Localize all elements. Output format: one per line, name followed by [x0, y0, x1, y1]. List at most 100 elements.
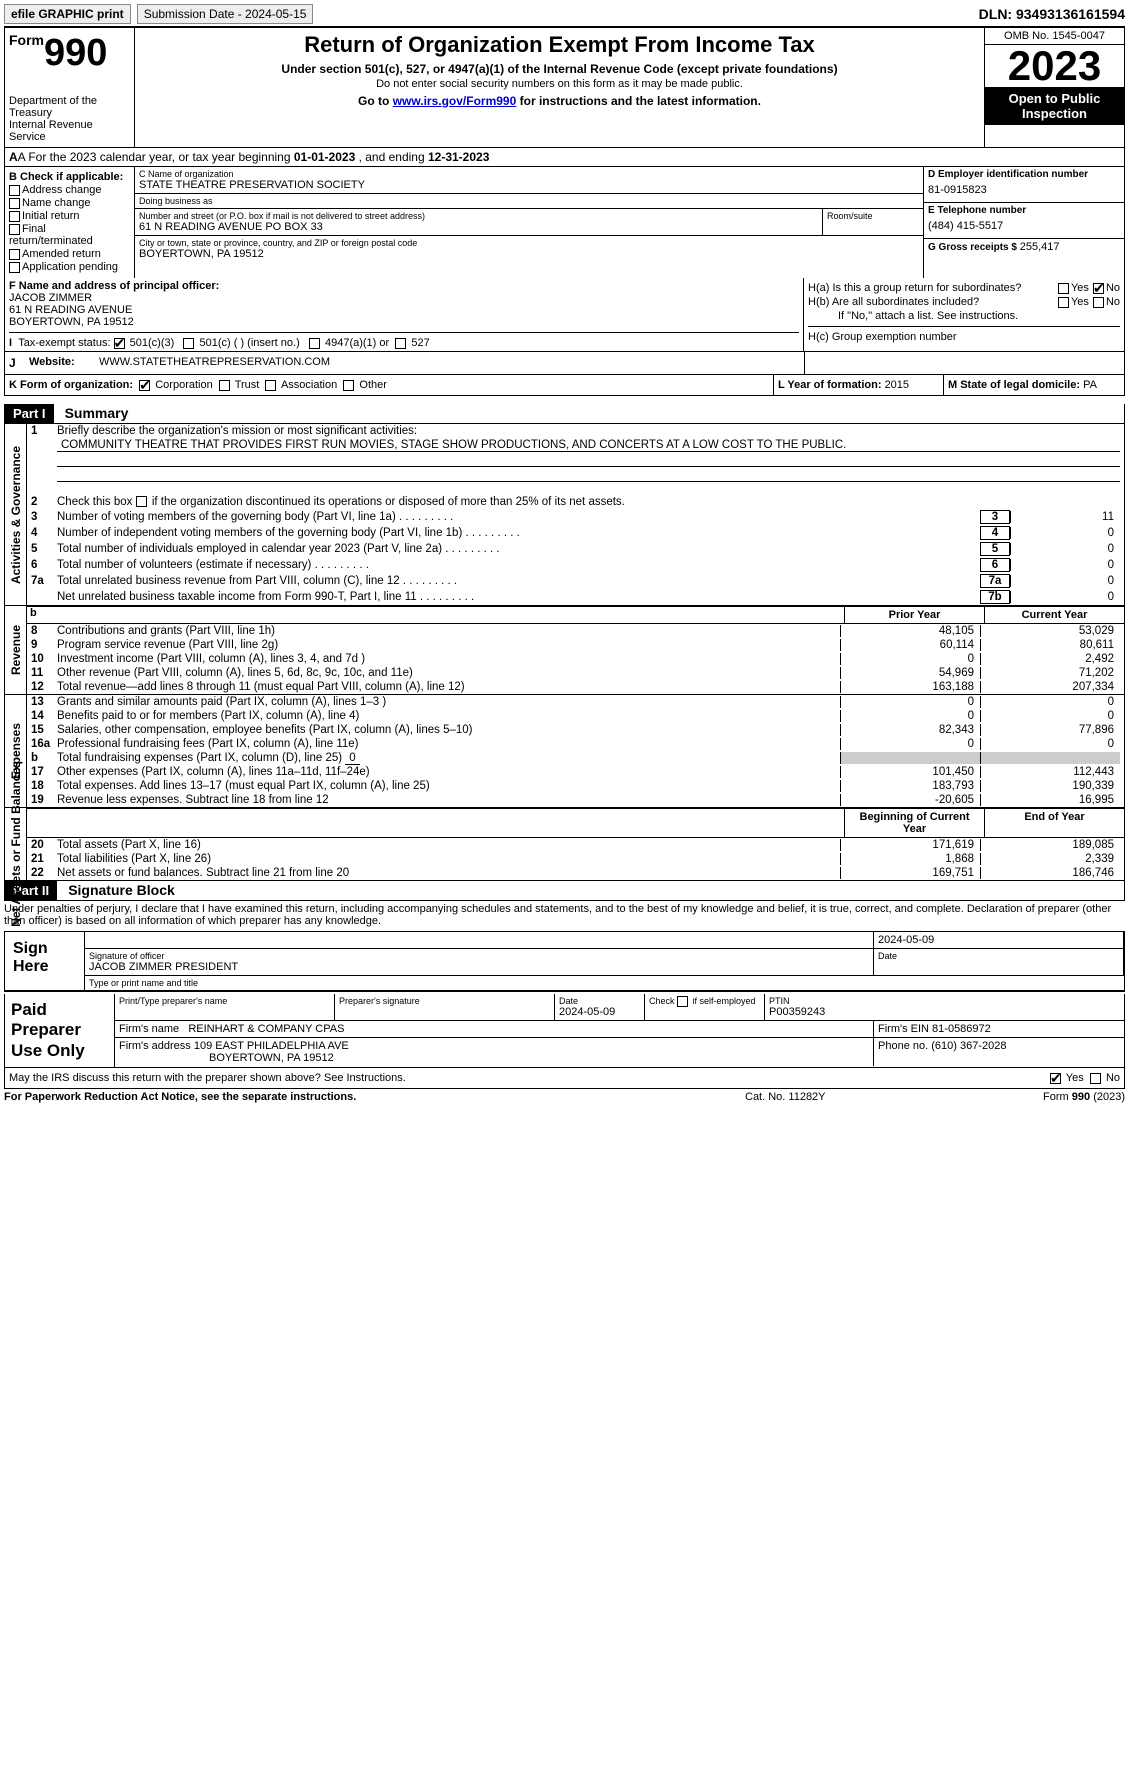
box-7b: 7b [980, 590, 1010, 604]
chk-address-change[interactable] [9, 185, 20, 196]
chk-name-change[interactable] [9, 198, 20, 209]
lbl-trust: Trust [235, 379, 260, 391]
city-state-zip: BOYERTOWN, PA 19512 [139, 248, 919, 260]
p10: 0 [840, 653, 980, 665]
p11: 54,969 [840, 667, 980, 679]
chk-501c3[interactable] [114, 338, 125, 349]
lbl-4947: 4947(a)(1) or [325, 337, 389, 349]
paid-preparer-lbl: Paid Preparer Use Only [5, 994, 115, 1067]
prep-name-lbl: Print/Type preparer's name [119, 996, 330, 1006]
cat-no: Cat. No. 11282Y [745, 1091, 945, 1103]
chk-corp[interactable] [139, 380, 150, 391]
box-4: 4 [980, 526, 1010, 540]
officer-name: JACOB ZIMMER [9, 292, 799, 304]
tax-year: 2023 [985, 45, 1124, 87]
v7b: 0 [1010, 591, 1120, 603]
street-address: 61 N READING AVENUE PO BOX 33 [139, 221, 818, 233]
l16b-pre: Total fundraising expenses (Part IX, col… [57, 752, 345, 764]
p18: 183,793 [840, 780, 980, 792]
l7b: Net unrelated business taxable income fr… [57, 591, 976, 603]
c9: 80,611 [980, 639, 1120, 651]
hb-no[interactable] [1093, 297, 1104, 308]
lbl-501c3: 501(c)(3) [130, 337, 175, 349]
sign-date: 2024-05-09 [874, 932, 1124, 948]
l10: Investment income (Part VIII, column (A)… [57, 653, 840, 665]
e20: 189,085 [980, 839, 1120, 851]
phone-lbl: E Telephone number [928, 205, 1120, 216]
chk-app-pending[interactable] [9, 262, 20, 273]
dept-treasury: Department of the Treasury [9, 95, 130, 119]
chk-amended[interactable] [9, 249, 20, 260]
footer: For Paperwork Reduction Act Notice, see … [4, 1091, 1125, 1103]
irs-link[interactable]: www.irs.gov/Form990 [393, 94, 517, 108]
firm-addr2: BOYERTOWN, PA 19512 [209, 1052, 334, 1064]
header-mid: Return of Organization Exempt From Incom… [135, 28, 984, 147]
box-7a: 7a [980, 574, 1010, 588]
discuss-yes-lbl: Yes [1066, 1072, 1084, 1084]
city-lbl: City or town, state or province, country… [139, 238, 919, 248]
year-formation: 2015 [885, 379, 909, 391]
hdr-prior: Prior Year [844, 607, 984, 623]
chk-assoc[interactable] [265, 380, 276, 391]
p13: 0 [840, 696, 980, 708]
l12: Total revenue—add lines 8 through 11 (mu… [57, 681, 840, 693]
c14: 0 [980, 710, 1120, 722]
part-i: Part I Summary Activities & Governance 1… [4, 404, 1125, 881]
ein-val: 81-0915823 [928, 184, 1120, 196]
ha-no[interactable] [1093, 283, 1104, 294]
box-3: 3 [980, 510, 1010, 524]
chk-other[interactable] [343, 380, 354, 391]
lbl-name-change: Name change [22, 197, 91, 209]
lbl-assoc: Association [281, 379, 337, 391]
ptin-val: P00359243 [769, 1006, 1120, 1018]
officer-sig-name: JACOB ZIMMER PRESIDENT [89, 961, 869, 973]
v6: 0 [1010, 559, 1120, 571]
form-subtitle-2: Do not enter social security numbers on … [139, 78, 980, 90]
l16b: Total fundraising expenses (Part IX, col… [57, 752, 840, 764]
form-header: Form990 Department of the Treasury Inter… [4, 28, 1125, 148]
hb-note: If "No," attach a list. See instructions… [808, 310, 1120, 322]
chk-trust[interactable] [219, 380, 230, 391]
l14: Benefits paid to or for members (Part IX… [57, 710, 840, 722]
col-deg: D Employer identification number 81-0915… [924, 167, 1124, 278]
hb-yes[interactable] [1058, 297, 1069, 308]
header-left: Form990 Department of the Treasury Inter… [5, 28, 135, 147]
p16b [840, 752, 980, 764]
firm-ein: 81-0586972 [932, 1023, 991, 1035]
chk-501c[interactable] [183, 338, 194, 349]
ptin-lbl: PTIN [769, 996, 1120, 1006]
chk-final-return[interactable] [9, 224, 20, 235]
chk-4947[interactable] [309, 338, 320, 349]
part-ii-title: Signature Block [60, 880, 183, 900]
gross-val: 255,417 [1020, 241, 1060, 253]
firm-addr1: 109 EAST PHILADELPHIA AVE [194, 1040, 349, 1052]
firm-name-lbl: Firm's name [119, 1023, 182, 1035]
lbl-other: Other [359, 379, 387, 391]
state-domicile: PA [1083, 379, 1097, 391]
hdr-eoy: End of Year [984, 809, 1124, 837]
chk-discontinued[interactable] [136, 496, 147, 507]
efile-button[interactable]: efile GRAPHIC print [4, 4, 131, 24]
row-j: J Website: WWW.STATETHEATREPRESERVATION.… [4, 352, 1125, 375]
k-lbl: K Form of organization: [9, 379, 133, 391]
discuss-text: May the IRS discuss this return with the… [9, 1072, 1050, 1084]
discuss-no[interactable] [1090, 1073, 1101, 1084]
goto-pre: Go to [358, 94, 393, 108]
c16a: 0 [980, 738, 1120, 750]
sign-here-lbl: Sign Here [5, 932, 85, 990]
b20: 171,619 [840, 839, 980, 851]
p16a: 0 [840, 738, 980, 750]
chk-527[interactable] [395, 338, 406, 349]
c13: 0 [980, 696, 1120, 708]
form-label: Form [9, 32, 44, 48]
b21: 1,868 [840, 853, 980, 865]
lbl-final-return: Final return/terminated [9, 223, 93, 247]
chk-initial-return[interactable] [9, 211, 20, 222]
sig-declaration: Under penalties of perjury, I declare th… [4, 901, 1125, 929]
ha-yes[interactable] [1058, 283, 1069, 294]
discuss-yes[interactable] [1050, 1073, 1061, 1084]
firm-phone: (610) 367-2028 [931, 1040, 1006, 1052]
chk-self-employed[interactable] [677, 996, 688, 1007]
sign-date-lbl: Date [878, 951, 1119, 961]
row-a-pre: A For the 2023 calendar year, or tax yea… [18, 150, 294, 164]
